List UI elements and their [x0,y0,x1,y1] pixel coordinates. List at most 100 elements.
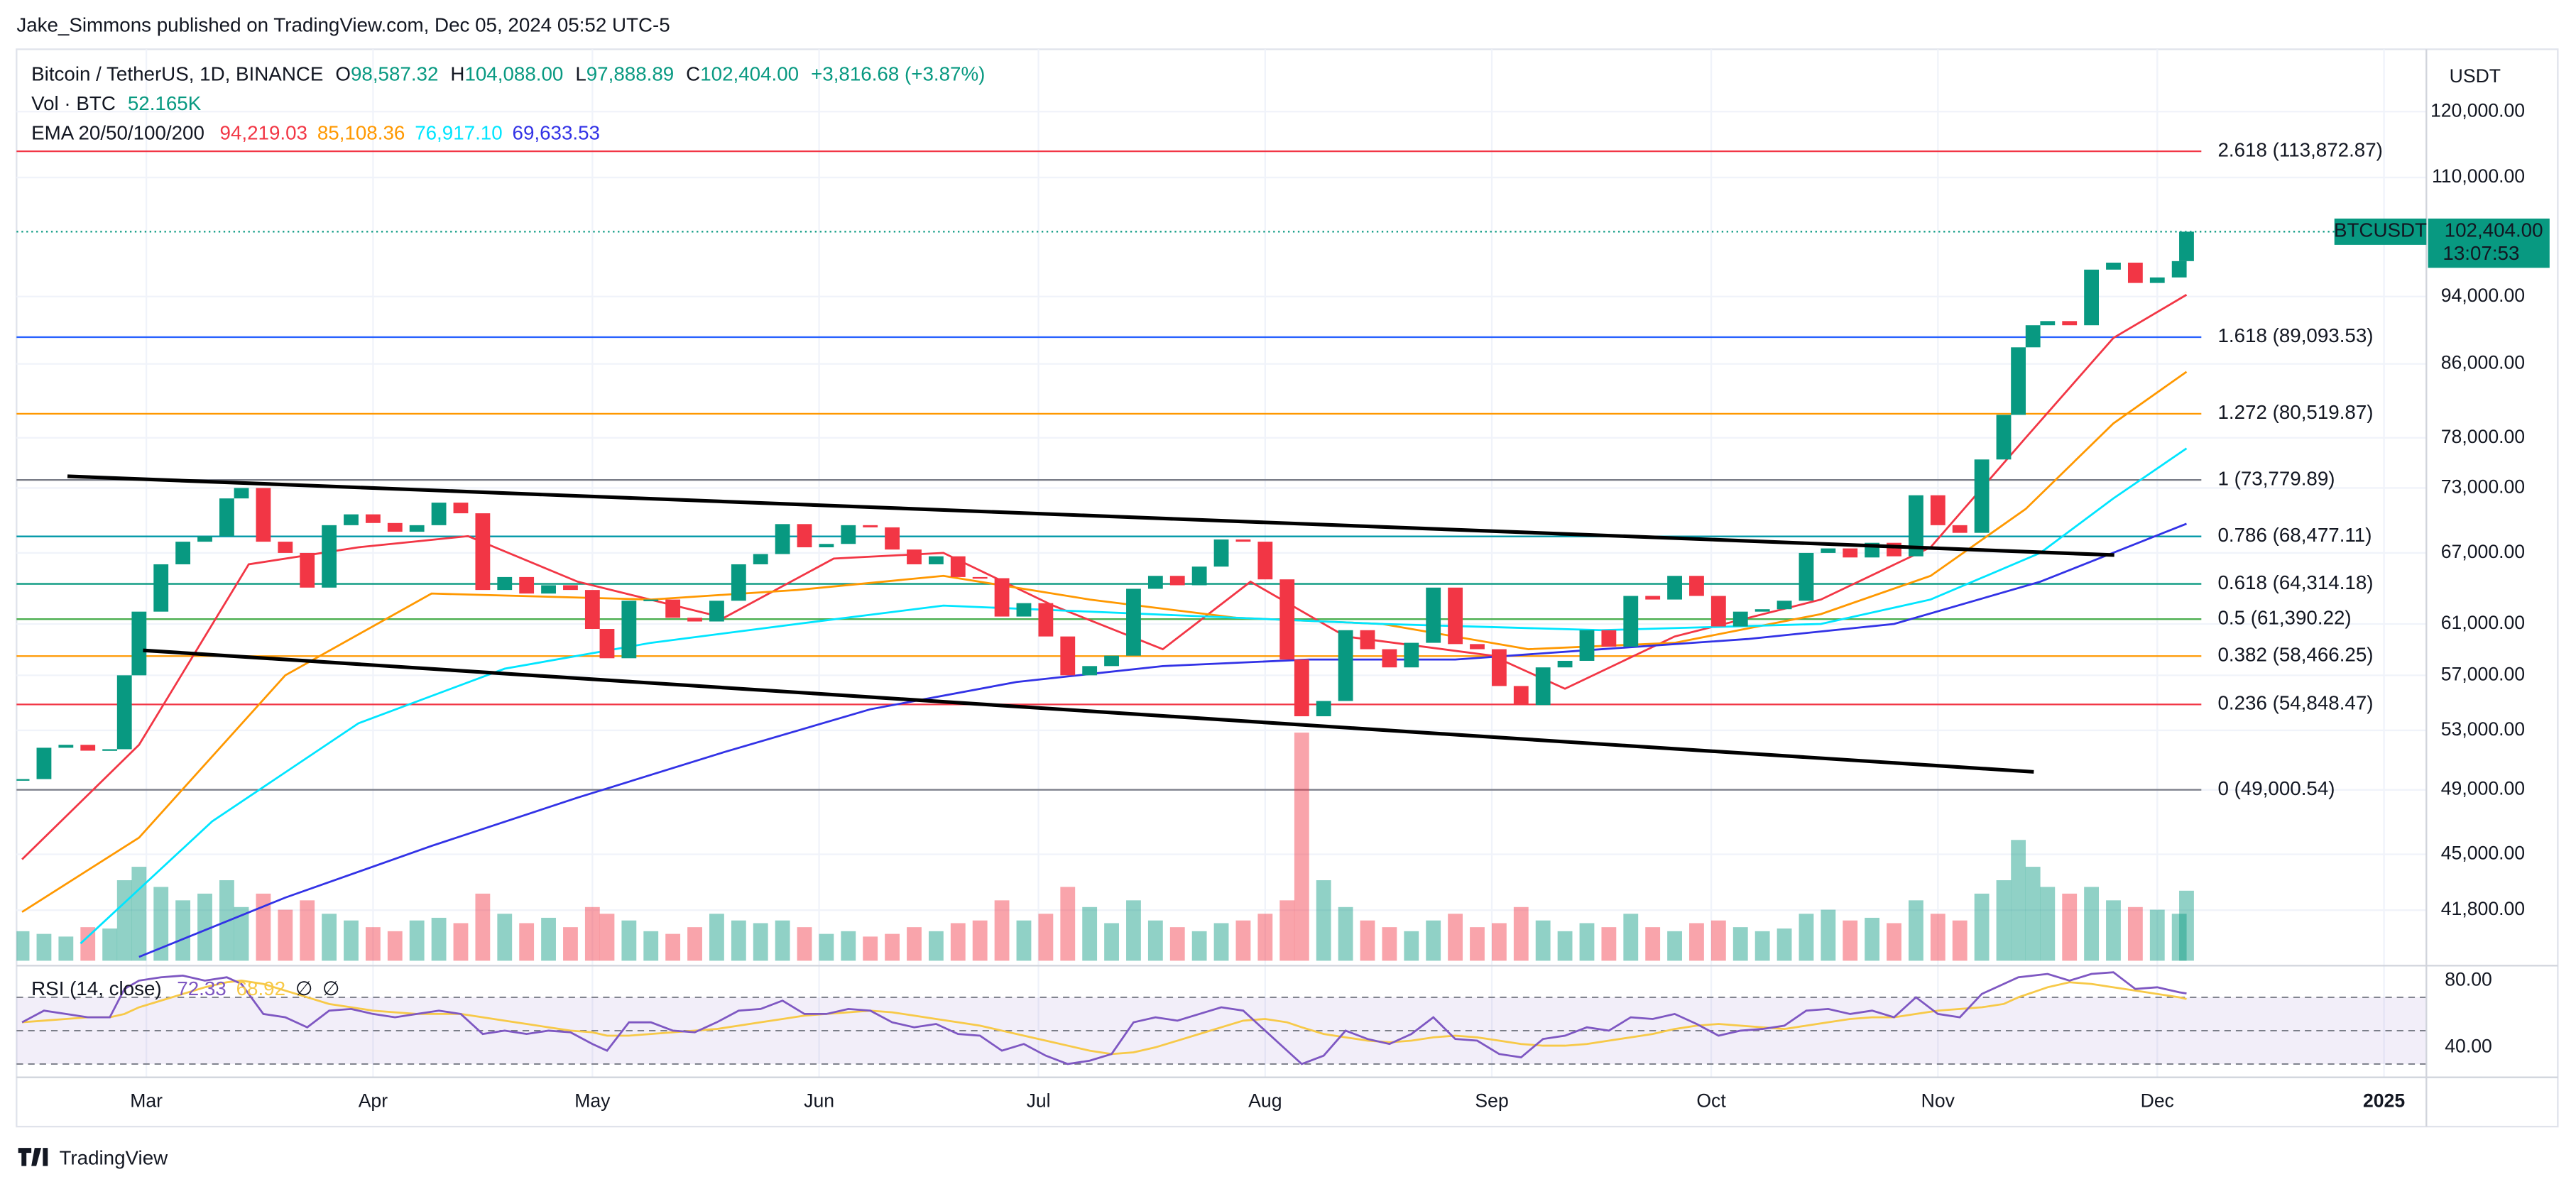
trendline-lower [143,648,2034,774]
ohlc-value: 98,587.32 [351,63,438,85]
volume-bar [1470,927,1485,961]
y-tick-label: 61,000.00 [2441,612,2525,633]
symbol-tag [2334,218,2427,245]
candle [1235,539,1251,542]
candle [885,527,900,550]
rsi-band [16,997,2427,1064]
candle [36,747,52,779]
rsi-line [21,971,2187,1065]
volume-bar [907,927,922,961]
volume-bar [1279,900,1295,961]
volume-bar [2011,840,2026,961]
currency-label: USDT [2450,65,2501,87]
x-tick-label: Apr [359,1090,388,1111]
volume-bar [563,927,578,961]
candle [1930,495,1945,525]
ohlc-value: 97,888.89 [586,63,674,85]
candle [863,525,878,527]
candle [1777,601,1792,610]
x-tick-label: Jul [1027,1090,1051,1111]
volume-bar [2179,890,2194,961]
fib-label: 1.618 (89,093.53) [2217,324,2373,346]
candle [1126,588,1141,656]
candle [841,525,856,544]
volume-bar [797,927,812,961]
ema-value: 85,108.36 [317,122,405,144]
candle [1513,686,1529,706]
ema-value: 69,633.53 [513,122,600,144]
candle [431,503,447,525]
volume-title: Vol · BTC [31,92,116,114]
axes: Mar Apr May Jun Jul Aug Sep Oct Nov Dec 2025 120,00… [130,99,2525,1111]
candle [775,524,790,554]
candle [2062,321,2078,326]
candle [1710,596,1726,627]
volume-bar [1404,931,1419,961]
ema-value: 94,219.03 [220,122,307,144]
volume-bar [1016,920,1032,961]
volume-bar [1294,733,1309,961]
y-tick-label: 120,000.00 [2430,99,2525,121]
volume-bar [994,900,1010,961]
candle [1060,636,1076,676]
candle [687,618,702,622]
volume-bar [1104,923,1119,961]
price-tag [2428,218,2550,268]
volume-bar [58,936,74,961]
candle [2127,263,2143,283]
y-tick-label: 41,800.00 [2441,898,2525,919]
candle [1169,576,1185,586]
candle [365,514,381,523]
volume-bar [234,906,249,961]
brand-logo [18,1148,48,1166]
candle [1732,611,1748,627]
x-tick-label: Jun [804,1090,834,1111]
candle [1191,566,1207,586]
candle [1082,666,1098,676]
candle [102,749,118,751]
fib-label: 0.236 (54,848.47) [2217,692,2373,714]
x-tick-label: Sep [1475,1090,1508,1111]
candle [387,522,403,532]
volume-bar [584,906,600,961]
candle [1213,539,1229,567]
candles [16,231,2194,781]
volume-bar [1426,920,1441,961]
volume-bar [197,893,212,961]
volume-bar [1974,893,1990,961]
volume-bar [102,928,118,961]
candle [1360,630,1375,650]
volume-bar [322,914,337,961]
volume-bar [928,931,944,961]
volume-bar [116,880,132,961]
volume-bar [1147,920,1163,961]
candle [709,601,724,622]
ohlc-value: 104,088.00 [464,63,563,85]
volume-bar [731,920,746,961]
candle [278,542,293,553]
fib-label: 0.618 (64,314.18) [2217,571,2373,593]
candle [1579,630,1595,661]
volume-bar [1235,920,1251,961]
candle [621,601,637,659]
candle [1470,644,1485,650]
volume-bar [687,927,702,961]
rsi-value: 68.92 [236,977,285,999]
candle [116,675,132,750]
ohlc-label: H [450,63,464,85]
legend-rsi: RSI (14, close) 72.33 68.92 ∅ ∅ [31,977,339,999]
ema-line [138,522,2187,958]
x-tick-label: May [574,1090,611,1111]
y-tick-label: 110,000.00 [2432,165,2525,187]
volume-bar [972,920,988,961]
volume-bar [541,917,556,961]
volume-bar [1448,914,1463,961]
candle [643,599,659,601]
legend: Bitcoin / TetherUS, 1D, BINANCE O98,587.… [31,63,985,1000]
volume-bar [621,920,637,961]
volume-bar [36,933,52,961]
candle [1016,603,1032,617]
volume-bar [131,867,147,961]
